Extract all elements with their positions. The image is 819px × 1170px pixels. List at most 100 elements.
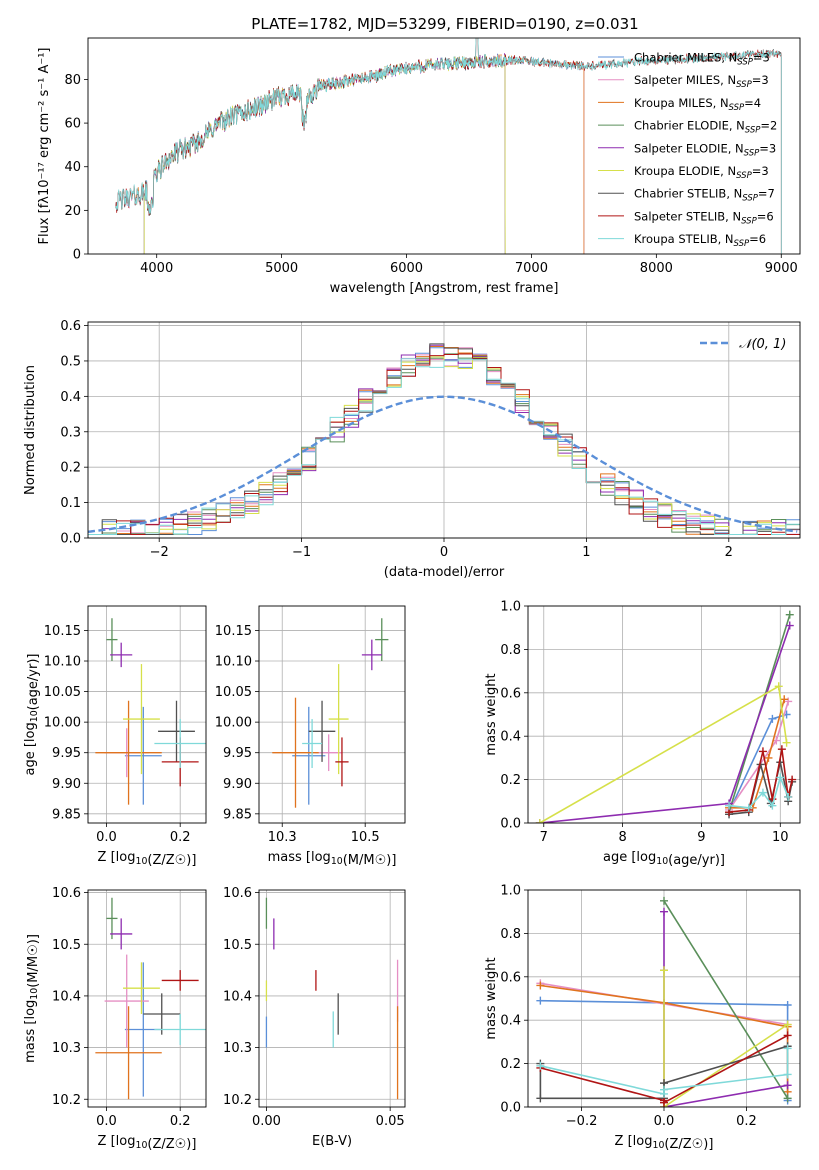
plus-marker: [744, 803, 753, 812]
y-tick-label: 0.4: [500, 1014, 521, 1029]
errorbar-point-kroupa-elodie: [328, 664, 349, 775]
axes-frame: [87, 605, 207, 824]
figure-title: PLATE=1782, MJD=53299, FIBERID=0190, z=0…: [251, 15, 638, 33]
errorbar-point-salpeter-miles: [104, 954, 149, 1048]
errorbar-point-chabrier-miles: [124, 706, 162, 805]
plus-marker: [783, 1001, 792, 1010]
legend-entry: Chabrier STELIB, NSSP=7: [634, 187, 775, 204]
plus-marker: [774, 682, 783, 691]
errorbar-point-kroupa-stelib: [154, 1014, 206, 1045]
plus-marker: [536, 1094, 545, 1103]
plot-area: [115, 38, 782, 254]
axes-frame: [527, 605, 801, 824]
x-tick-label: 5000: [265, 261, 298, 276]
x-axis-label: E(B-V): [312, 1134, 352, 1149]
x-tick-label: 9000: [765, 261, 798, 276]
mass-vs-metallicity-panel: 0.0 0.2 10.2 10.3 10.4 10.5 10.6 Z [log10(Z/Z☉)…: [23, 886, 207, 1152]
y-tick-label: 10.15: [44, 624, 81, 639]
y-tick-label: 10.00: [215, 716, 252, 731]
legend-entry: Kroupa STELIB, NSSP=6: [634, 232, 766, 249]
x-tick-label: −2: [150, 545, 169, 560]
plus-marker: [777, 745, 786, 754]
plus-marker: [783, 1020, 792, 1029]
plus-marker: [768, 801, 777, 810]
x-tick-label: 10: [772, 830, 789, 845]
plus-marker: [764, 753, 773, 762]
x-tick-label: 0.2: [170, 830, 191, 845]
plot-area: [272, 618, 389, 808]
legend-entry: Chabrier ELODIE, NSSP=2: [634, 119, 777, 136]
errorbar-point-chabrier-elodie: [375, 618, 389, 662]
plus-marker: [782, 738, 791, 747]
y-tick-label: 0.6: [60, 319, 81, 334]
y-tick-label: 0.1: [60, 496, 81, 511]
legend-entry: Kroupa ELODIE, NSSP=3: [634, 164, 769, 181]
y-tick-label: 9.90: [223, 777, 252, 792]
y-tick-label: 9.85: [52, 807, 81, 822]
grid: [88, 890, 206, 1107]
plot-area: [535, 610, 797, 823]
plus-marker: [660, 1085, 668, 1094]
mass-weight-vs-age-panel: 7 8 9 10 0.0 0.2 0.4 0.6 0.8 1.0 age [log10(age/yr…: [484, 600, 801, 868]
errorbar-point-chabrier-elodie: [106, 618, 118, 662]
axes-frame: [527, 889, 801, 1108]
y-tick-label: 10.15: [215, 624, 252, 639]
histogram-chabrier-stelib: [88, 343, 800, 538]
y-tick-label: 80: [64, 73, 81, 88]
mass-weight-line-kroupa-miles: [729, 699, 785, 809]
y-tick-label: 0: [73, 248, 81, 263]
errorbar-point-kroupa-miles: [95, 700, 162, 805]
plot-area: [95, 897, 206, 1100]
plus-marker: [783, 1094, 792, 1103]
y-tick-label: 1.0: [500, 884, 521, 899]
x-tick-label: 0.2: [736, 1114, 757, 1129]
x-tick-label: 8: [618, 830, 626, 845]
plus-marker: [660, 966, 668, 975]
errorbar-point-chabrier-stelib: [158, 700, 195, 762]
grid: [259, 890, 405, 1107]
y-tick-label: 9.95: [52, 746, 81, 761]
age-vs-mass-panel: 10.3 10.5 9.85 9.90 9.95 10.00 10.05 10.10 10.15…: [215, 605, 406, 868]
x-tick-label: 0.0: [96, 1114, 117, 1129]
x-axis-label: mass [log10(M/M☉)]: [268, 850, 397, 868]
plus-marker: [785, 621, 794, 630]
y-tick-label: 0.0: [500, 1101, 521, 1116]
plus-marker: [758, 788, 767, 797]
x-tick-label: 9: [697, 830, 705, 845]
y-tick-label: 10.3: [223, 1041, 252, 1056]
legend-entry: Salpeter STELIB, NSSP=6: [634, 209, 774, 226]
x-tick-label: 8000: [640, 261, 673, 276]
y-tick-label: 60: [64, 117, 81, 132]
x-tick-label: 0.2: [170, 1114, 191, 1129]
axes-frame: [258, 889, 406, 1108]
y-tick-label: 0.2: [60, 461, 81, 476]
y-axis-label: Normed distribution: [23, 365, 38, 495]
x-tick-label: 1: [582, 545, 590, 560]
errorbar-point-salpeter-stelib: [161, 970, 199, 991]
grid: [88, 606, 206, 823]
y-tick-label: 1.0: [500, 600, 521, 615]
x-tick-label: 10.3: [268, 830, 297, 845]
plus-marker: [783, 1070, 792, 1079]
errorbar-point-kroupa-stelib: [154, 719, 206, 768]
x-tick-label: 0: [440, 545, 448, 560]
y-tick-label: 9.90: [52, 777, 81, 792]
legend-entry: Chabrier MILES, NSSP=3: [634, 51, 770, 68]
x-tick-label: 2: [725, 545, 733, 560]
plus-marker: [660, 1098, 668, 1107]
axes-frame: [87, 37, 801, 255]
mass-vs-ebv-panel: 0.00 0.05 10.2 10.3 10.4 10.5 10.6 E(B-V): [223, 886, 406, 1149]
y-tick-label: 40: [64, 160, 81, 175]
plus-marker: [535, 819, 544, 823]
plot-area: [265, 897, 399, 1100]
x-tick-label: 0.0: [96, 830, 117, 845]
y-tick-label: 0.5: [60, 354, 81, 369]
y-tick-label: 0.3: [60, 425, 81, 440]
plus-marker: [536, 996, 545, 1005]
errorbar-point-chabrier-elodie: [106, 897, 118, 940]
y-tick-label: 20: [64, 204, 81, 219]
y-axis-label: mass weight: [484, 673, 499, 755]
y-tick-label: 10.05: [44, 685, 81, 700]
mass-weight-line-kroupa-elodie: [663, 970, 789, 1107]
